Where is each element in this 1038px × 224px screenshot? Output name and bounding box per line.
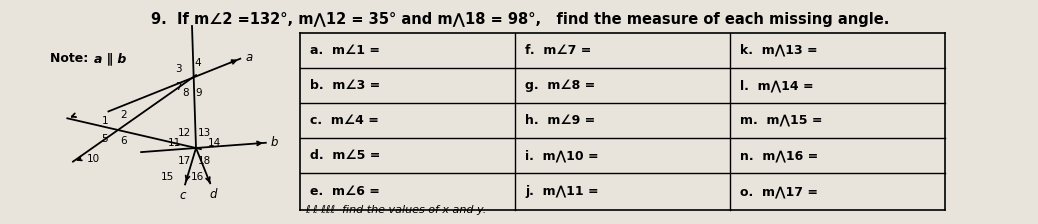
- Text: 14: 14: [208, 138, 221, 148]
- Text: h.  m∠9 =: h. m∠9 =: [525, 114, 595, 127]
- Text: c: c: [180, 190, 187, 202]
- Text: i.  m⋀10 =: i. m⋀10 =: [525, 149, 599, 162]
- Text: c.  m∠4 =: c. m∠4 =: [310, 114, 379, 127]
- Text: e.  m∠6 =: e. m∠6 =: [310, 185, 380, 198]
- Text: 6: 6: [120, 136, 127, 146]
- Text: a: a: [245, 51, 252, 64]
- Text: j.  m⋀11 =: j. m⋀11 =: [525, 185, 599, 198]
- Text: d: d: [210, 188, 217, 201]
- Text: 1: 1: [102, 116, 108, 126]
- Text: 17: 17: [177, 156, 191, 166]
- Text: 18: 18: [198, 156, 212, 166]
- Text: g.  m∠8 =: g. m∠8 =: [525, 79, 595, 92]
- Text: 15: 15: [161, 172, 174, 182]
- Text: 2: 2: [120, 110, 127, 120]
- Text: b: b: [271, 136, 278, 149]
- Text: 12: 12: [177, 128, 191, 138]
- Text: 10: 10: [87, 154, 100, 164]
- Text: l.  m⋀14 =: l. m⋀14 =: [740, 79, 814, 92]
- Text: 8: 8: [183, 88, 189, 98]
- Text: 9: 9: [195, 88, 201, 98]
- Text: 4: 4: [194, 58, 200, 68]
- Text: a.  m∠1 =: a. m∠1 =: [310, 44, 380, 57]
- Text: n.  m⋀16 =: n. m⋀16 =: [740, 149, 818, 162]
- Text: 9.  If m∠2 =132°, m⋀12 = 35° and m⋀18 = 98°,   find the measure of each missing : 9. If m∠2 =132°, m⋀12 = 35° and m⋀18 = 9…: [151, 12, 890, 27]
- Text: 11: 11: [168, 138, 181, 148]
- Text: ℓ ℓ ℓℓℓ  find the values of x and y.: ℓ ℓ ℓℓℓ find the values of x and y.: [305, 205, 486, 215]
- Text: 13: 13: [198, 128, 212, 138]
- Text: 16: 16: [191, 172, 204, 182]
- Text: d.  m∠5 =: d. m∠5 =: [310, 149, 380, 162]
- Text: b.  m∠3 =: b. m∠3 =: [310, 79, 380, 92]
- Text: a ∥ b: a ∥ b: [94, 52, 127, 65]
- Text: 7: 7: [175, 82, 182, 92]
- Text: f.  m∠7 =: f. m∠7 =: [525, 44, 592, 57]
- Text: 5: 5: [102, 134, 108, 144]
- Text: 3: 3: [175, 64, 182, 74]
- Text: m.  m⋀15 =: m. m⋀15 =: [740, 114, 822, 127]
- Text: o.  m⋀17 =: o. m⋀17 =: [740, 185, 818, 198]
- Text: Note:: Note:: [50, 52, 92, 65]
- Text: k.  m⋀13 =: k. m⋀13 =: [740, 44, 818, 57]
